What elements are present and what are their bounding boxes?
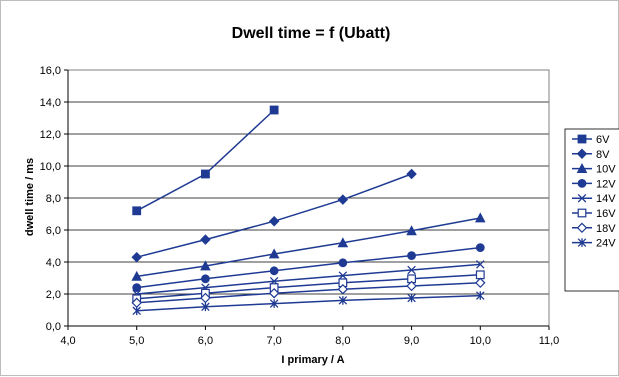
series-line-12V	[136, 246, 481, 289]
series-line-16V	[136, 274, 481, 300]
y-tick-label: 8,0	[46, 193, 61, 205]
series-14V	[132, 260, 485, 299]
data-point-18V	[337, 283, 349, 295]
legend-marker	[577, 193, 587, 203]
legend-entry-12V: 12V	[572, 178, 616, 190]
x-tick-label: 9,0	[404, 335, 419, 347]
data-point-14V	[338, 271, 348, 280]
data-point-12V	[475, 243, 485, 253]
y-tick-label: 4,0	[46, 257, 61, 269]
data-point-18V	[200, 292, 211, 304]
legend-marker	[576, 222, 588, 234]
data-point-18V	[475, 277, 486, 289]
series-line-24V	[136, 294, 481, 312]
legend-entry-10V: 10V	[572, 163, 616, 176]
data-point-12V	[132, 283, 142, 293]
data-point-24V	[407, 293, 416, 303]
data-point-12V	[269, 266, 279, 276]
data-point-10V	[200, 260, 211, 271]
legend-label: 18V	[596, 223, 616, 235]
x-tick-label: 4,0	[60, 335, 75, 347]
data-point-6V	[132, 206, 142, 216]
legend-label: 16V	[596, 208, 616, 220]
series-line-10V	[136, 217, 481, 278]
data-point-24V	[476, 291, 485, 300]
x-tick-label: 10,0	[470, 335, 491, 347]
data-point-10V	[406, 225, 417, 236]
series-12V	[132, 243, 485, 293]
data-point-8V	[337, 194, 349, 205]
y-tick-label: 16,0	[40, 65, 61, 77]
series-8V	[131, 168, 417, 263]
legend-marker	[577, 238, 587, 247]
y-tick-label: 14,0	[40, 97, 61, 109]
legend-marker	[577, 178, 587, 188]
x-axis-label: I primary / A	[281, 354, 344, 366]
data-point-10V	[268, 248, 280, 259]
legend-entry-24V: 24V	[572, 238, 616, 250]
legend-marker	[577, 208, 587, 218]
legend-marker	[576, 148, 588, 160]
y-tick-label: 2,0	[46, 289, 61, 301]
legend-entry-18V: 18V	[572, 222, 616, 235]
legend-label: 24V	[596, 238, 616, 250]
data-point-8V	[268, 215, 280, 227]
data-point-24V	[338, 296, 348, 305]
data-point-12V	[407, 251, 416, 261]
legend-entry-8V: 8V	[572, 148, 610, 161]
x-tick-label: 11,0	[539, 335, 560, 347]
data-point-6V	[201, 169, 210, 179]
legend-marker	[577, 134, 587, 144]
legend-label: 10V	[596, 164, 616, 176]
plot-area: 0,0 2,0 4,0 6,0 8,0 10,0 12,0 14,0 16,0 4,0 5,0 6,0…	[40, 65, 560, 347]
data-point-8V	[200, 234, 211, 245]
legend-box	[564, 128, 619, 292]
y-tick-label: 12,0	[40, 129, 61, 141]
data-point-24V	[132, 306, 141, 316]
legend: 6V 8V 10V 12V 14V 16V 18V 24V	[564, 128, 619, 292]
data-point-24V	[269, 299, 279, 308]
data-point-10V	[474, 212, 486, 223]
series-24V	[132, 291, 485, 316]
series-18V	[131, 277, 486, 309]
data-point-14V	[476, 260, 485, 269]
data-point-18V	[406, 280, 417, 292]
data-point-12V	[201, 274, 210, 284]
data-point-10V	[337, 237, 349, 248]
data-point-16V	[475, 270, 485, 280]
x-tick-label: 5,0	[129, 335, 144, 347]
series-10V	[131, 212, 486, 281]
chart-title: Dwell time = f (Ubatt)	[232, 25, 391, 42]
series-line-18V	[136, 282, 481, 304]
legend-label: 6V	[596, 134, 610, 146]
legend-entry-14V: 14V	[572, 193, 616, 205]
legend-label: 14V	[596, 193, 616, 205]
legend-label: 8V	[596, 149, 610, 161]
data-point-10V	[131, 270, 143, 281]
y-tick-label: 6,0	[46, 225, 61, 237]
y-tick-label: 0,0	[46, 321, 61, 333]
data-point-8V	[406, 168, 417, 180]
data-point-12V	[338, 258, 348, 268]
legend-label: 12V	[596, 178, 616, 190]
legend-entry-6V: 6V	[572, 134, 610, 146]
x-tick-label: 6,0	[198, 335, 213, 347]
legend-marker	[576, 163, 588, 173]
legend-entry-16V: 16V	[572, 208, 616, 220]
series-line-14V	[136, 263, 481, 295]
data-point-24V	[201, 302, 210, 312]
y-tick-label: 10,0	[40, 161, 61, 173]
x-tick-label: 7,0	[266, 335, 281, 347]
data-point-18V	[268, 287, 280, 299]
data-point-6V	[269, 105, 279, 115]
x-tick-label: 8,0	[335, 335, 350, 347]
data-point-8V	[131, 251, 142, 263]
series-6V	[132, 105, 279, 216]
y-axis-label: dwell time / ms	[24, 158, 36, 236]
data-point-14V	[407, 265, 416, 275]
